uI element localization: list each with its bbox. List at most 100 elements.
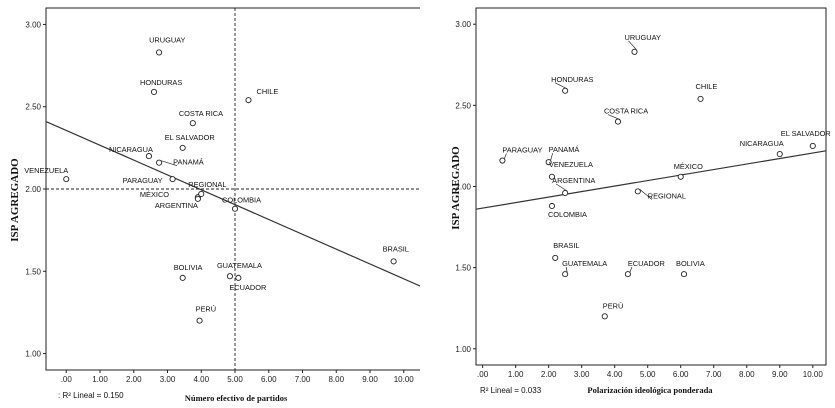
left-x-tick-label: 2.00 (126, 375, 142, 384)
left-chart: .00 1.00 2.00 3.00 4.00 5.00 6.00 7.00 8.00 9.00 1… (9, 7, 420, 403)
left-point-label-honduras: HONDURAS (140, 78, 182, 87)
right-y-axis-title: ISP AGREGADO (450, 146, 462, 230)
right-x-tick-label: 4.00 (607, 370, 623, 379)
left-point-label-guatemala: GUATEMALA (217, 261, 262, 270)
left-x-tick-label: 6.00 (261, 375, 277, 384)
left-point-argentina (194, 195, 201, 202)
right-point-guatemala (562, 271, 569, 278)
right-leader-regional (639, 189, 653, 200)
right-point-panama (545, 159, 552, 166)
right-point-peru (601, 313, 608, 320)
right-leader-argentina (555, 183, 568, 192)
left-x-tick-label: 9.00 (362, 375, 378, 384)
left-point-label-mexico: MÉXICO (140, 190, 169, 199)
right-point-paraguay (499, 157, 506, 164)
right-y-tick-label: 2.00 (455, 183, 471, 192)
left-point-label-nicaragua: NICARAGUA (109, 145, 153, 154)
left-point-brasil (390, 258, 397, 265)
right-point-nicaragua (776, 150, 783, 158)
right-point-label-panama: PANAMÁ (549, 145, 580, 154)
left-x-axis-title: Número efectivo de partidos (185, 393, 288, 403)
right-plot-area: .00 1.00 2.00 3.00 4.00 5.00 6.00 7.00 8.00 9.00 1… (455, 7, 831, 379)
left-plot-area: .00 1.00 2.00 3.00 4.00 5.00 6.00 7.00 8.00 9.00 1… (24, 7, 420, 384)
left-r2-label: : R² Lineal = 0.150 (58, 391, 124, 400)
left-point-label-argentina: ARGENTINA (155, 201, 198, 210)
right-point-brasil (552, 254, 559, 261)
left-y-tick-label: 2.50 (25, 103, 41, 112)
right-point-label-uruguay: URUGUAY (624, 33, 660, 42)
left-point-label-colombia: COLOMBIA (222, 196, 261, 205)
left-point-label-brasil: BRASIL (383, 244, 409, 253)
left-x-tick-label: 10.00 (394, 375, 415, 384)
left-x-tick-label: 8.00 (328, 375, 344, 384)
right-leader-guatemala (565, 267, 568, 273)
right-x-tick-label: 6.00 (673, 370, 689, 379)
left-x-tick-label: 7.00 (295, 375, 311, 384)
right-leader-uruguay (628, 40, 637, 51)
left-point-el-salvador (179, 144, 186, 151)
left-point-paraguay (169, 176, 176, 183)
right-x-tick-label: 2.00 (541, 370, 557, 379)
left-point-label-uruguay: URUGUAY (149, 35, 185, 44)
right-x-tick-label: .00 (477, 370, 489, 379)
left-point-label-bolivia: BOLIVIA (174, 263, 203, 272)
left-y-tick-label: 2.00 (25, 185, 41, 194)
left-point-guatemala (226, 273, 233, 280)
right-point-label-mexico: MÉXICO (674, 162, 703, 171)
right-point-label-peru: PERÚ (603, 301, 624, 310)
right-point-label-venezuela: VENEZUELA (549, 160, 593, 169)
right-point-uruguay (631, 48, 638, 55)
right-point-label-bolivia: BOLIVIA (676, 259, 705, 268)
left-y-axis-title: ISP AGREGADO (9, 158, 21, 242)
right-y-tick-label: 1.00 (455, 345, 471, 354)
right-leader-ecuador (629, 266, 633, 273)
right-point-label-argentina: ARGENTINA (552, 176, 595, 185)
right-point-label-nicaragua: NICARAGUA (740, 139, 784, 148)
right-y-tick-label: 1.50 (455, 264, 471, 273)
right-point-label-chile: CHILE (696, 82, 718, 91)
right-point-label-el-salvador: EL SALVADOR (781, 129, 831, 138)
right-point-venezuela (548, 173, 555, 180)
left-point-colombia (231, 205, 239, 212)
left-y-tick-label: 1.00 (25, 350, 41, 359)
right-x-tick-label: 10.00 (803, 370, 824, 379)
left-point-bolivia (179, 274, 186, 281)
right-point-label-honduras: HONDURAS (551, 75, 593, 84)
right-point-label-regional: REGIONAL (648, 191, 686, 200)
right-x-tick-label: 5.00 (640, 370, 656, 379)
right-point-label-brasil: BRASIL (553, 241, 579, 250)
right-x-tick-label: 9.00 (772, 370, 788, 379)
left-point-ecuador (235, 274, 242, 281)
left-x-tick-label: 3.00 (160, 375, 176, 384)
right-r2-label: R² Lineal = 0.033 (480, 386, 542, 395)
right-point-label-costa-rica: COSTA RICA (604, 107, 648, 116)
right-leader-panama (550, 153, 553, 161)
left-x-tick-label: 1.00 (92, 375, 108, 384)
right-leader-paraguay (504, 153, 507, 159)
right-point-bolivia (680, 271, 688, 278)
right-point-ecuador (624, 271, 631, 278)
left-point-label-el-salvador: EL SALVADOR (165, 133, 215, 142)
right-point-regional (634, 188, 641, 195)
left-point-chile (245, 97, 252, 104)
left-point-nicaragua (145, 153, 152, 160)
right-axis-frame (475, 7, 827, 366)
right-point-chile (697, 95, 704, 102)
left-y-tick-label: 3.00 (25, 20, 41, 29)
left-leader-panama (160, 160, 178, 167)
right-point-honduras (562, 87, 569, 94)
right-x-tick-label: 3.00 (574, 370, 590, 379)
left-point-peru (196, 317, 203, 324)
right-y-tick-label: 3.00 (455, 20, 471, 29)
right-point-costa-rica (614, 118, 622, 125)
left-point-venezuela (63, 176, 70, 183)
left-point-label-venezuela: VENEZUELA (24, 166, 68, 175)
right-point-argentina (562, 189, 569, 197)
right-point-mexico (677, 173, 684, 180)
right-point-label-ecuador: ECUADOR (628, 259, 665, 268)
right-fit-line (475, 150, 827, 210)
right-x-axis-title: Polarización ideológica ponderada (587, 385, 713, 395)
left-point-label-paraguay: PARAGUAY (123, 176, 163, 185)
